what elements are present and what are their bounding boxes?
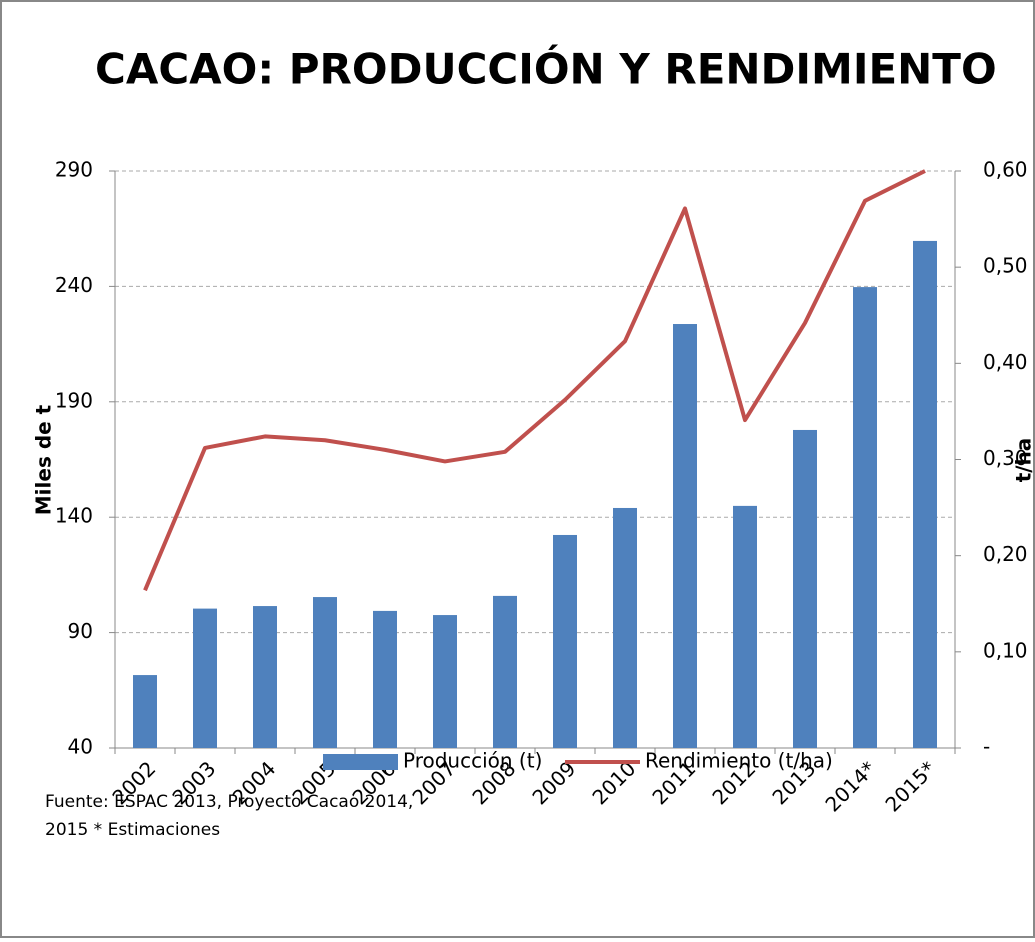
bar <box>853 287 877 748</box>
y2-tick-label: 0,50 <box>983 254 1028 278</box>
bar <box>673 324 697 748</box>
bar <box>253 606 277 748</box>
bar <box>313 597 337 748</box>
bar <box>433 615 457 748</box>
y2-tick-label: - <box>983 735 990 759</box>
chart-title: CACAO: PRODUCCIÓN Y RENDIMIENTO <box>95 44 997 94</box>
y-axis-label: Miles de t <box>32 404 56 515</box>
y-tick-label: 240 <box>55 273 93 297</box>
y2-tick-label: 0,40 <box>983 350 1028 374</box>
bar <box>553 535 577 748</box>
legend-label: Rendimiento (t/ha) <box>645 749 833 773</box>
bar <box>373 611 397 748</box>
y2-tick-label: 0,10 <box>983 638 1028 662</box>
y2-tick-label: 0,60 <box>983 158 1028 182</box>
y-tick-label: 140 <box>55 504 93 528</box>
y-tick-label: 290 <box>55 158 93 182</box>
bar <box>733 506 757 748</box>
bar <box>133 675 157 748</box>
bar <box>613 508 637 748</box>
y-tick-label: 40 <box>68 735 93 759</box>
bar <box>793 430 817 748</box>
bar <box>193 609 217 748</box>
y2-tick-label: 0,20 <box>983 542 1028 566</box>
source-note: 2015 * Estimaciones <box>45 820 220 840</box>
y-tick-label: 90 <box>68 619 93 643</box>
y2-tick-label: 0,30 <box>983 446 1028 470</box>
y-tick-label: 190 <box>55 388 93 412</box>
legend-swatch <box>323 754 398 770</box>
bar <box>913 241 937 748</box>
legend-label: Producción (t) <box>403 749 542 773</box>
bar <box>493 596 517 748</box>
